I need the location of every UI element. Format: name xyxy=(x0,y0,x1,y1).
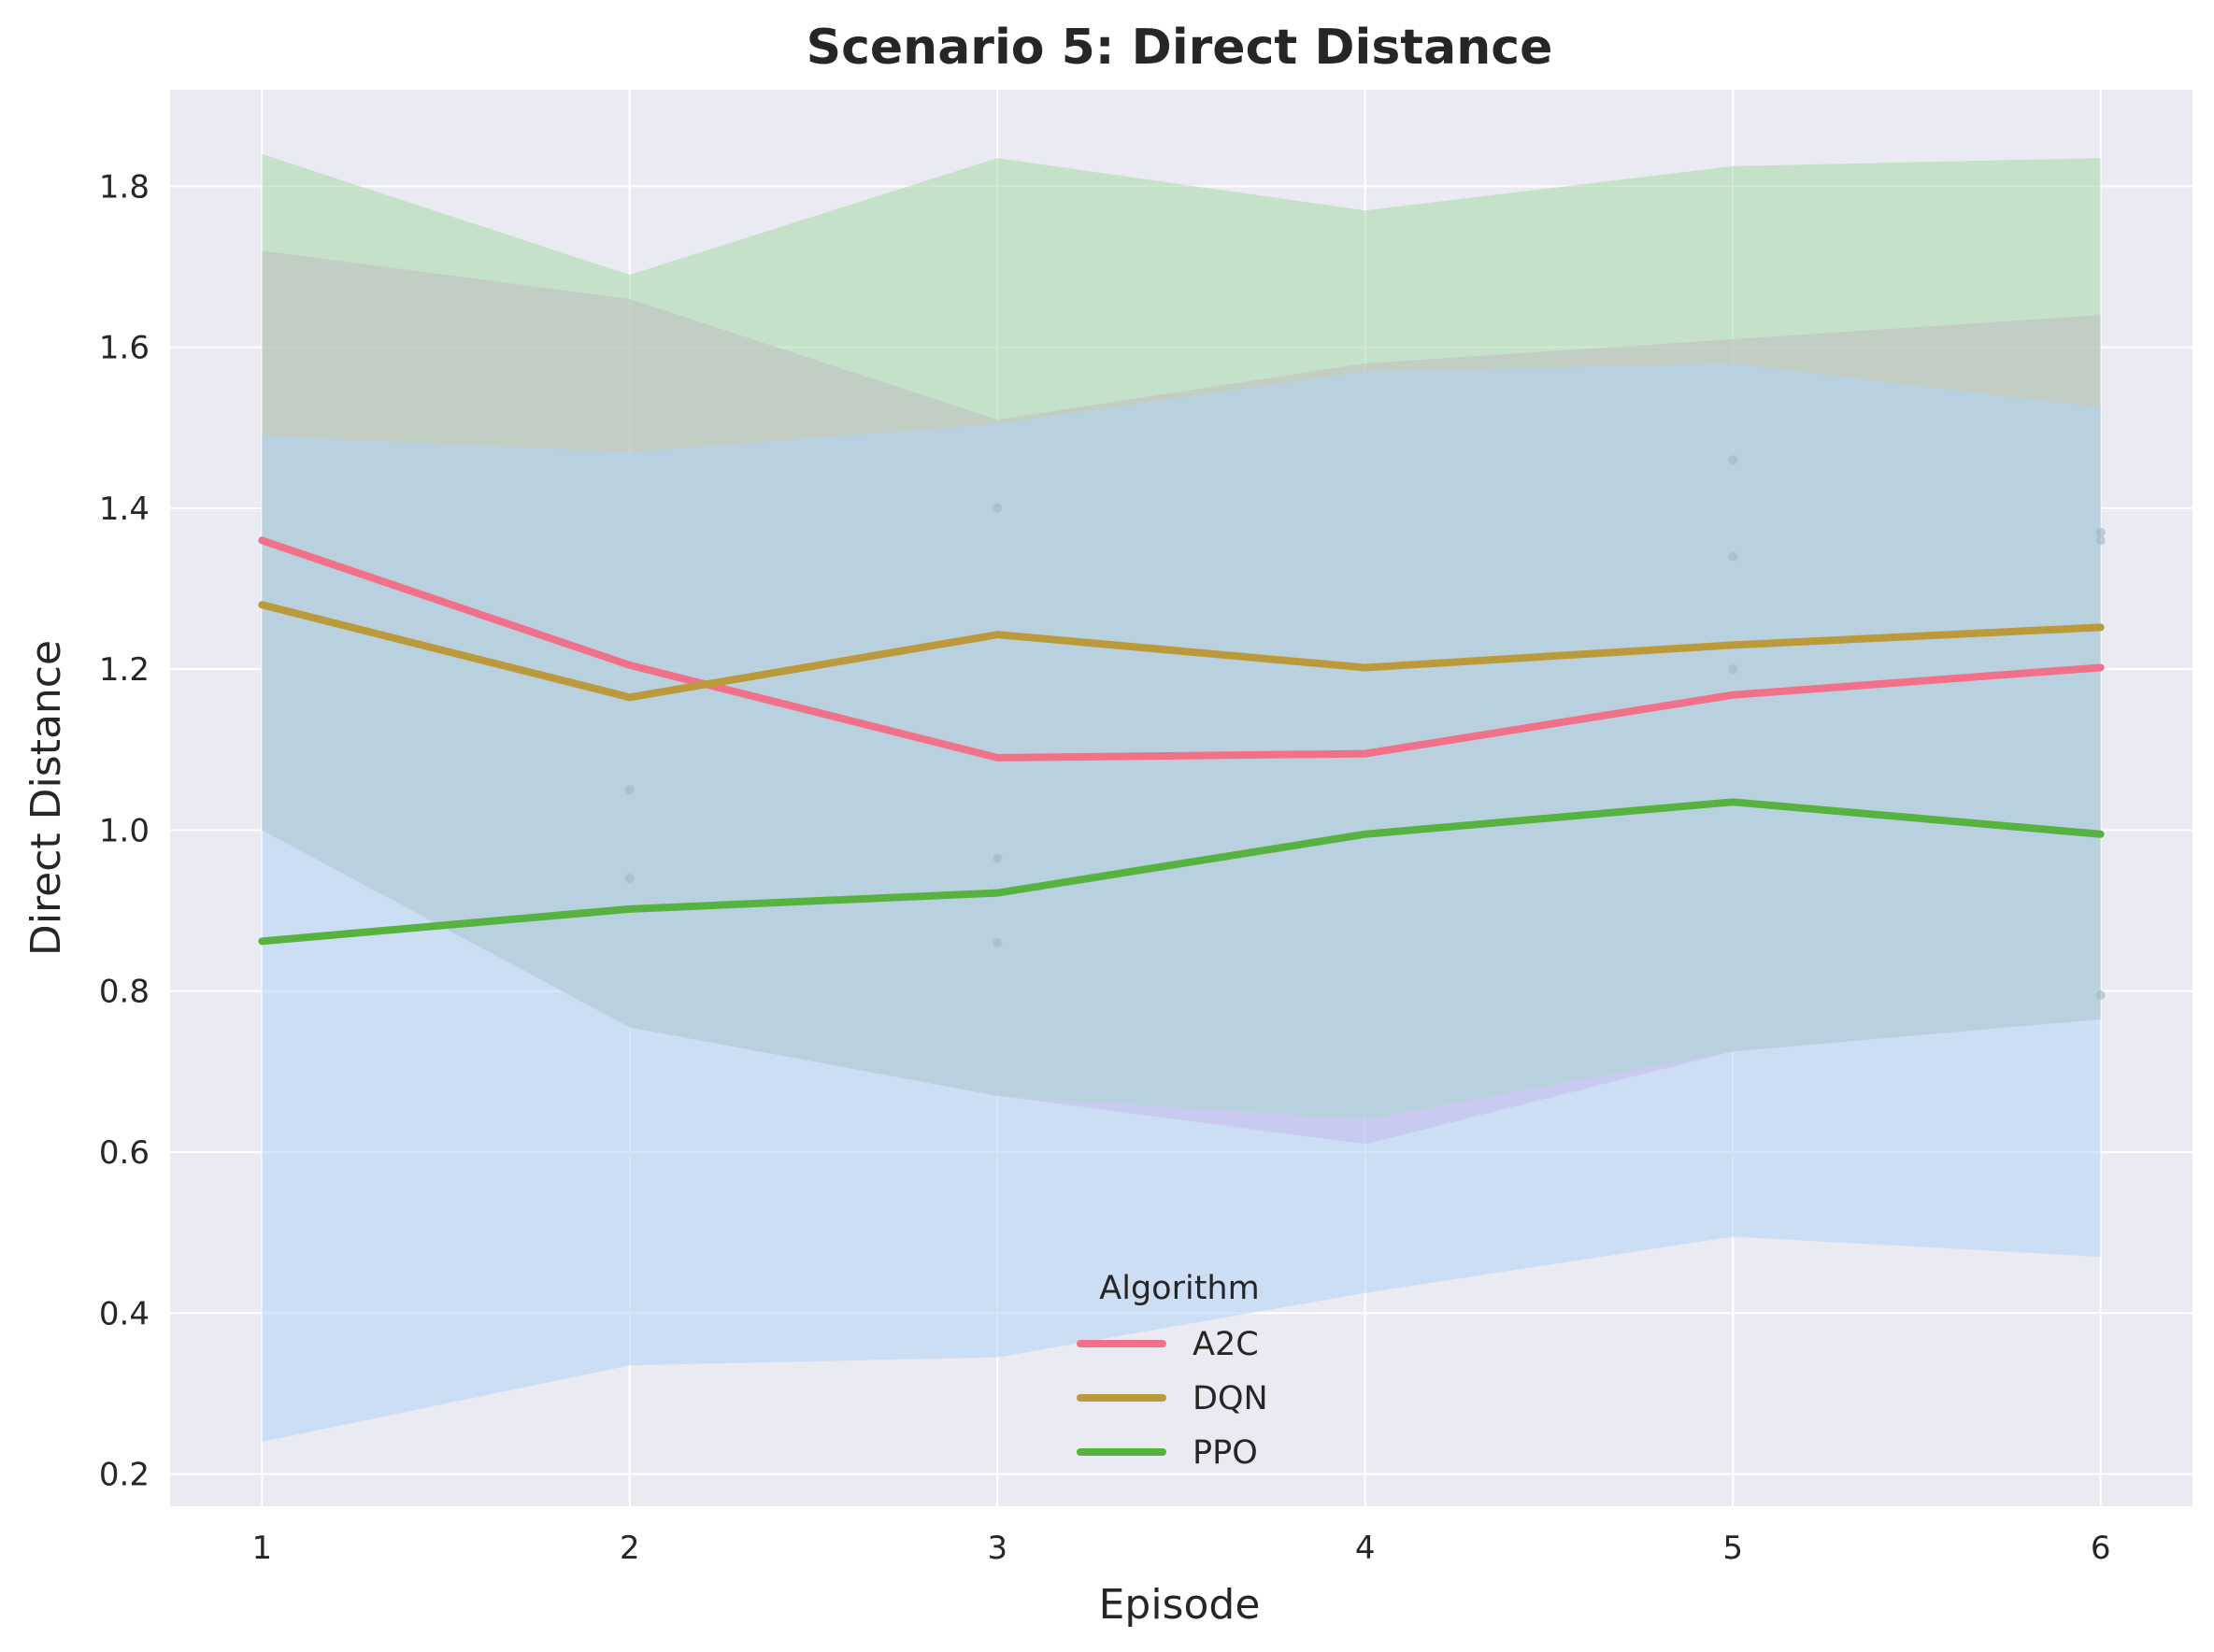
x-axis-label: Episode xyxy=(1099,1581,1261,1629)
y-axis-ticks: 0.2 0.4 0.6 0.8 1.0 1.2 1.4 1.6 1.8 xyxy=(99,168,150,1493)
legend-label-dqn: DQN xyxy=(1193,1380,1268,1417)
y-axis-label: Direct Distance xyxy=(22,640,70,956)
x-tick-label: 2 xyxy=(620,1530,640,1567)
x-tick-label: 5 xyxy=(1722,1530,1743,1567)
x-tick-label: 1 xyxy=(252,1530,273,1567)
y-tick-label: 1.8 xyxy=(99,168,150,206)
x-tick-label: 3 xyxy=(987,1530,1007,1567)
scatter-point xyxy=(2095,527,2106,537)
x-tick-label: 6 xyxy=(2091,1530,2111,1567)
legend-items: A2C DQN PPO xyxy=(1077,1326,1268,1472)
scatter-point xyxy=(993,938,1003,948)
chart-title: Scenario 5: Direct Distance xyxy=(807,20,1553,76)
y-tick-label: 1.4 xyxy=(99,491,150,528)
scatter-point xyxy=(1728,551,1738,562)
y-tick-label: 0.6 xyxy=(99,1134,150,1172)
y-tick-label: 0.4 xyxy=(99,1295,150,1332)
legend-title: Algorithm xyxy=(1099,1270,1259,1307)
legend-label-a2c: A2C xyxy=(1193,1326,1259,1363)
legend: Algorithm A2C DQN PPO xyxy=(1077,1270,1268,1472)
series-line-a2c xyxy=(258,536,2105,762)
x-axis-ticks: 1 2 3 4 5 6 xyxy=(252,1530,2111,1567)
scatter-point xyxy=(1728,664,1738,675)
confidence-bands xyxy=(262,153,2101,1443)
scatter-points xyxy=(624,455,2106,1001)
scatter-point xyxy=(1728,455,1738,465)
legend-label-ppo: PPO xyxy=(1193,1434,1258,1472)
y-tick-label: 1.0 xyxy=(99,812,150,849)
scatter-point xyxy=(993,503,1003,513)
y-tick-label: 1.6 xyxy=(99,330,150,367)
scatter-point xyxy=(624,785,635,795)
scatter-point xyxy=(2095,990,2106,1001)
scatter-point xyxy=(2095,535,2106,546)
series-line-dqn xyxy=(258,601,2105,702)
scatter-point xyxy=(993,853,1003,863)
series-lines xyxy=(258,536,2105,946)
band-ppo xyxy=(262,363,2101,1443)
y-tick-label: 1.2 xyxy=(99,651,150,689)
y-tick-label: 0.2 xyxy=(99,1457,150,1494)
x-tick-label: 4 xyxy=(1355,1530,1376,1567)
scatter-point xyxy=(624,874,635,884)
y-tick-label: 0.8 xyxy=(99,974,150,1011)
series-line-ppo xyxy=(258,798,2105,946)
